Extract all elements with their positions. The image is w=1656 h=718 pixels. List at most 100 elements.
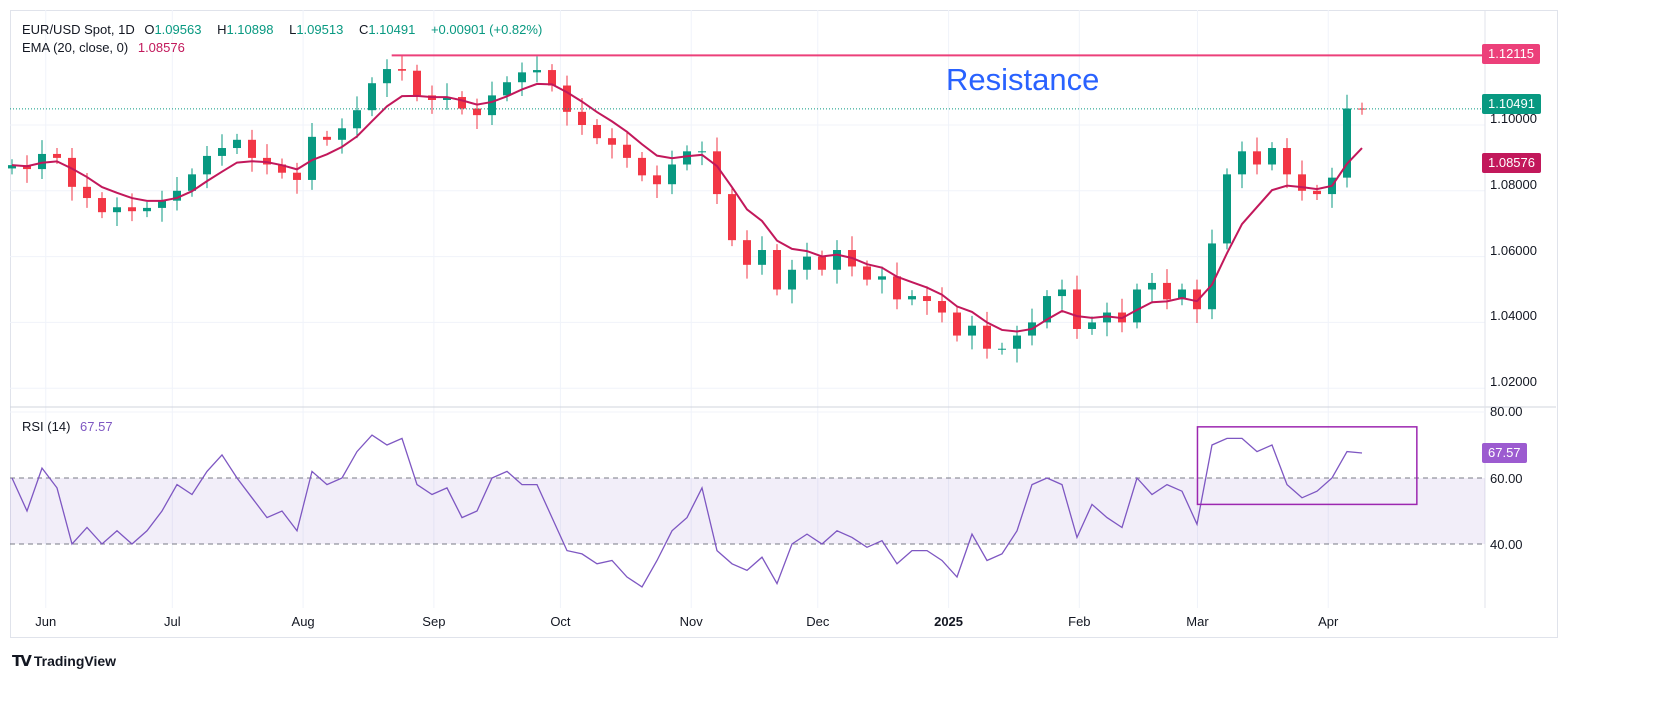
candle-down bbox=[413, 70, 421, 96]
open-label: O bbox=[144, 22, 155, 37]
tradingview-logo-icon: 𝗧𝗩 bbox=[12, 653, 32, 670]
ema-price-tag: 1.08576 bbox=[1482, 153, 1541, 173]
candle-down bbox=[818, 256, 826, 270]
price-tick: 1.02000 bbox=[1490, 374, 1537, 389]
candle-up bbox=[878, 276, 886, 280]
time-tick: Mar bbox=[1186, 614, 1209, 629]
candle-up bbox=[233, 139, 241, 149]
candle-down bbox=[1358, 108, 1366, 110]
candle-up bbox=[1013, 335, 1021, 349]
ema-line bbox=[11, 82, 1363, 333]
candle-down bbox=[473, 108, 481, 116]
rsi-label: RSI (14) bbox=[22, 419, 71, 434]
ema-label: EMA (20, close, 0) bbox=[22, 40, 129, 55]
ohlc-legend: EUR/USD Spot, 1D O1.09563 H1.10898 L1.09… bbox=[22, 22, 548, 37]
candle-up bbox=[203, 155, 211, 175]
candle-down bbox=[1313, 190, 1321, 195]
candle-down bbox=[248, 139, 256, 158]
rsi-legend: RSI (14) 67.57 bbox=[22, 419, 119, 434]
time-tick: Aug bbox=[291, 614, 315, 629]
candle-up bbox=[1043, 296, 1051, 323]
candle-up bbox=[1103, 312, 1111, 323]
candle-down bbox=[458, 97, 466, 109]
time-tick: Jul bbox=[164, 614, 181, 629]
candle-up bbox=[113, 207, 121, 213]
time-tick: Feb bbox=[1068, 614, 1091, 629]
high-label: H bbox=[217, 22, 227, 37]
candle-down bbox=[923, 296, 931, 302]
candle-up bbox=[338, 128, 346, 140]
resistance-annotation: Resistance bbox=[946, 62, 1100, 97]
rsi-tick: 60.00 bbox=[1490, 471, 1523, 486]
candle-up bbox=[488, 95, 496, 116]
candle-down bbox=[608, 138, 616, 145]
candle-down bbox=[623, 144, 631, 158]
candle-up bbox=[1178, 289, 1186, 300]
high-value: 1.10898 bbox=[226, 22, 274, 37]
candle-down bbox=[1283, 148, 1291, 175]
candle-up bbox=[1133, 289, 1141, 323]
candle-down bbox=[563, 85, 571, 112]
symbol-title: EUR/USD Spot, 1D bbox=[22, 22, 135, 37]
rsi-value: 67.57 bbox=[80, 419, 113, 434]
candle-down bbox=[68, 157, 76, 187]
candle-up bbox=[308, 136, 316, 180]
tradingview-logo[interactable]: 𝗧𝗩 TradingView bbox=[12, 652, 116, 670]
candle-up bbox=[698, 151, 706, 153]
time-tick: 2025 bbox=[934, 614, 964, 629]
candle-down bbox=[713, 151, 721, 195]
candle-up bbox=[968, 325, 976, 336]
candle-up bbox=[218, 148, 226, 156]
candle-up bbox=[353, 110, 361, 129]
candle-down bbox=[953, 312, 961, 336]
candle-up bbox=[158, 200, 166, 208]
close-value: 1.10491 bbox=[368, 22, 416, 37]
candle-up bbox=[833, 250, 841, 270]
rsi-tick: 80.00 bbox=[1490, 404, 1523, 419]
rsi-tick: 40.00 bbox=[1490, 537, 1523, 552]
low-label: L bbox=[289, 22, 297, 37]
candle-down bbox=[398, 69, 406, 71]
price-tick: 1.08000 bbox=[1490, 177, 1537, 192]
time-tick: Dec bbox=[806, 614, 830, 629]
candle-up bbox=[1268, 148, 1276, 165]
candle-down bbox=[743, 240, 751, 265]
candle-down bbox=[293, 172, 301, 180]
candle-up bbox=[1238, 151, 1246, 175]
candle-down bbox=[638, 157, 646, 176]
time-tick: Sep bbox=[422, 614, 446, 629]
chart-frame bbox=[10, 10, 1558, 638]
resistance-price-tag: 1.12115 bbox=[1482, 44, 1541, 64]
candle-up bbox=[668, 164, 676, 185]
candle-down bbox=[1163, 282, 1171, 300]
candle-down bbox=[893, 276, 901, 300]
price-tick: 1.04000 bbox=[1490, 308, 1537, 323]
price-tick: 1.10000 bbox=[1490, 111, 1537, 126]
candle-down bbox=[773, 250, 781, 290]
candle-up bbox=[803, 256, 811, 270]
rsi-line bbox=[11, 434, 1363, 588]
change-value: +0.00901 (+0.82%) bbox=[430, 22, 543, 37]
candle-up bbox=[188, 174, 196, 191]
candle-up bbox=[1208, 243, 1216, 310]
candle-up bbox=[533, 70, 541, 73]
brand-name: TradingView bbox=[33, 653, 117, 669]
candle-down bbox=[728, 194, 736, 241]
candle-down bbox=[578, 111, 586, 125]
price-tick: 1.06000 bbox=[1490, 243, 1537, 258]
candle-up bbox=[518, 72, 526, 83]
rsi-highlight-box bbox=[1196, 426, 1418, 506]
candle-up bbox=[758, 250, 766, 265]
candle-down bbox=[278, 164, 286, 173]
time-tick: Nov bbox=[679, 614, 703, 629]
candle-up bbox=[1343, 108, 1351, 178]
candle-up bbox=[368, 83, 376, 111]
candle-up bbox=[998, 348, 1006, 350]
time-tick: Oct bbox=[550, 614, 571, 629]
ema-value: 1.08576 bbox=[137, 40, 185, 55]
low-value: 1.09513 bbox=[296, 22, 344, 37]
rsi-band bbox=[10, 478, 1485, 544]
candle-down bbox=[128, 207, 136, 212]
candle-up bbox=[443, 97, 451, 100]
